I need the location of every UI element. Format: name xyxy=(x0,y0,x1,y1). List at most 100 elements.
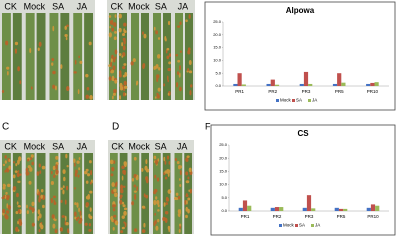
leaf-spot xyxy=(40,194,43,199)
leaf-spot xyxy=(186,155,190,159)
leaf-spot xyxy=(135,175,139,181)
leaf-spot xyxy=(55,164,58,170)
leaf-spot xyxy=(156,177,160,182)
leaf-spot xyxy=(89,160,92,164)
leaf-spot xyxy=(122,66,126,70)
leaf-spot xyxy=(88,41,92,46)
leaf-spot xyxy=(178,86,182,92)
leaf-spot xyxy=(111,75,115,81)
leaf-spot xyxy=(156,77,159,83)
bar xyxy=(366,207,371,211)
lane-label: JA xyxy=(178,1,189,11)
leaf-spot xyxy=(118,13,122,19)
leaf-spot xyxy=(178,228,181,233)
leaf-spot xyxy=(62,189,65,195)
leaf-spot xyxy=(178,165,183,169)
leaf-spot xyxy=(66,164,69,168)
leaf xyxy=(12,13,22,100)
leaf-spot xyxy=(145,159,148,165)
leaf-spot xyxy=(85,94,90,99)
lane-label: Mock xyxy=(24,141,46,151)
leaf-spot xyxy=(52,84,56,89)
leaf-spot xyxy=(141,167,144,172)
leaf-spot xyxy=(113,22,117,27)
leaf-spot xyxy=(163,83,166,87)
leaf-spot xyxy=(4,160,7,164)
leaf-spot xyxy=(131,201,134,206)
leaf-spot xyxy=(5,40,9,46)
leaf-spot xyxy=(79,210,82,216)
leaf-spot xyxy=(120,188,124,194)
leaf-spot xyxy=(50,198,54,204)
leaf-spot xyxy=(38,229,41,233)
leaf-spot xyxy=(145,194,149,199)
leaf-spot xyxy=(153,26,156,31)
leaf-spot xyxy=(51,58,55,62)
leaf-spot xyxy=(189,188,192,194)
y-tick-label: 0.0 xyxy=(215,83,221,88)
leaf-spot xyxy=(8,159,11,162)
leaf xyxy=(36,153,46,234)
leaf-spot xyxy=(166,55,170,60)
x-tick-label: PR1 xyxy=(241,214,250,219)
leaf-spot xyxy=(6,203,9,209)
leaf-spot xyxy=(177,59,181,63)
bar xyxy=(274,84,280,86)
legend-label: Mock xyxy=(283,223,295,228)
leaf-spot xyxy=(55,169,59,175)
leaf-spot xyxy=(133,228,138,232)
leaf-spot xyxy=(52,223,56,229)
leaf xyxy=(60,153,70,234)
leaf-spot xyxy=(52,70,56,75)
legend-label: JA xyxy=(312,98,317,103)
leaf-spot xyxy=(39,170,42,174)
leaf-spot xyxy=(121,215,125,219)
leaf-spot xyxy=(123,161,127,166)
leaf-spot xyxy=(185,157,189,162)
lane-label: CK xyxy=(4,1,17,11)
bar xyxy=(242,200,248,211)
legend-label: Mock xyxy=(280,98,292,103)
leaf xyxy=(73,153,83,234)
leaf-spot xyxy=(118,53,122,56)
leaf-spot xyxy=(17,180,21,184)
legend-swatch xyxy=(308,99,311,102)
leaf-spot xyxy=(185,214,188,219)
leaf-spot xyxy=(123,88,126,92)
leaf-spot xyxy=(141,205,146,209)
leaf-spot xyxy=(86,87,90,91)
lane-label: SA xyxy=(52,1,64,11)
leaf-spot xyxy=(26,171,30,176)
leaf-spot xyxy=(174,158,178,161)
leaf-spot xyxy=(88,213,91,218)
leaf-spot xyxy=(110,58,113,63)
leaf-spot xyxy=(18,219,22,223)
leaf-spot xyxy=(122,52,126,57)
leaf-spot xyxy=(179,223,182,227)
y-tick-label: 5.0 xyxy=(215,70,221,75)
leaf-spot xyxy=(155,225,159,231)
leaf-spot xyxy=(65,222,69,226)
leaf-spot xyxy=(176,25,181,28)
lane-label: JA xyxy=(77,141,88,151)
leaf-spot xyxy=(17,170,20,173)
chart-title: CS xyxy=(297,129,309,138)
leaf xyxy=(2,13,11,100)
leaf-spot xyxy=(111,54,114,59)
leaf-spot xyxy=(111,166,115,172)
leaf-spot xyxy=(89,95,93,100)
leaf-spot xyxy=(119,199,123,205)
leaf-spot xyxy=(17,159,20,165)
leaf-spot xyxy=(167,20,171,26)
leaf-spot xyxy=(177,213,180,217)
leaf-spot xyxy=(165,196,169,202)
leaf-spot xyxy=(119,95,122,100)
leaf-spot xyxy=(122,204,126,208)
leaf-spot xyxy=(123,207,128,211)
x-tick-label: PR5 xyxy=(335,89,344,94)
leaf-spot xyxy=(121,165,125,169)
leaf-spot xyxy=(158,67,161,71)
lane-label: CK xyxy=(4,141,17,151)
y-tick-label: 10.0 xyxy=(213,57,222,62)
leaf-spot xyxy=(133,156,137,161)
